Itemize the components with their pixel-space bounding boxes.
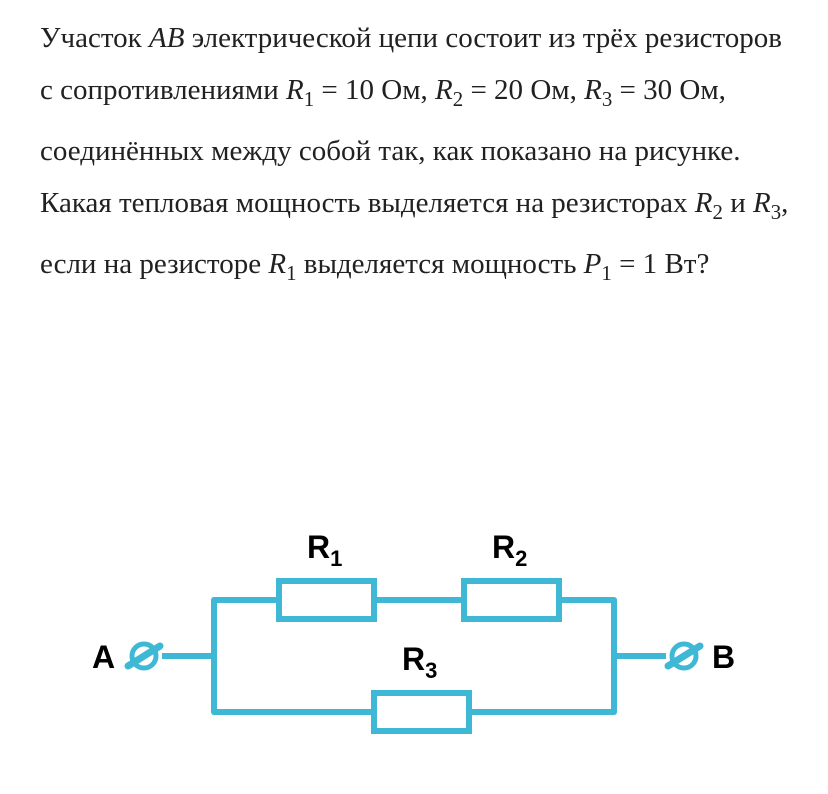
- text-4: выделяется мощность: [297, 248, 584, 280]
- symbol-r2q: R2: [695, 187, 723, 219]
- svg-text:A: A: [92, 639, 115, 675]
- symbol-r1q: R1: [268, 248, 296, 280]
- symbol-r2: R2: [435, 74, 463, 106]
- unit-r1: Ом,: [374, 74, 435, 106]
- symbol-r3q: R3: [753, 187, 781, 219]
- symbol-r1: R1: [286, 74, 314, 106]
- value-p1: = 1: [612, 248, 657, 280]
- value-r2: = 20: [463, 74, 523, 106]
- value-r1: = 10: [314, 74, 374, 106]
- circuit-diagram: A B R1 R2 R3: [0, 500, 828, 780]
- value-r3: = 30: [612, 74, 672, 106]
- unit-p1: Вт?: [657, 248, 709, 280]
- symbol-ab: AB: [149, 22, 184, 54]
- svg-text:R3: R3: [402, 641, 437, 683]
- svg-text:R2: R2: [492, 529, 527, 571]
- unit-r2: Ом,: [523, 74, 584, 106]
- text-and: и: [723, 187, 753, 219]
- svg-text:B: B: [712, 639, 735, 675]
- problem-statement: Участок AB электрической цепи состоит из…: [40, 12, 800, 298]
- text-prefix: Участок: [40, 22, 149, 54]
- symbol-p1: P1: [584, 248, 612, 280]
- symbol-r3: R3: [584, 74, 612, 106]
- svg-text:R1: R1: [307, 529, 342, 571]
